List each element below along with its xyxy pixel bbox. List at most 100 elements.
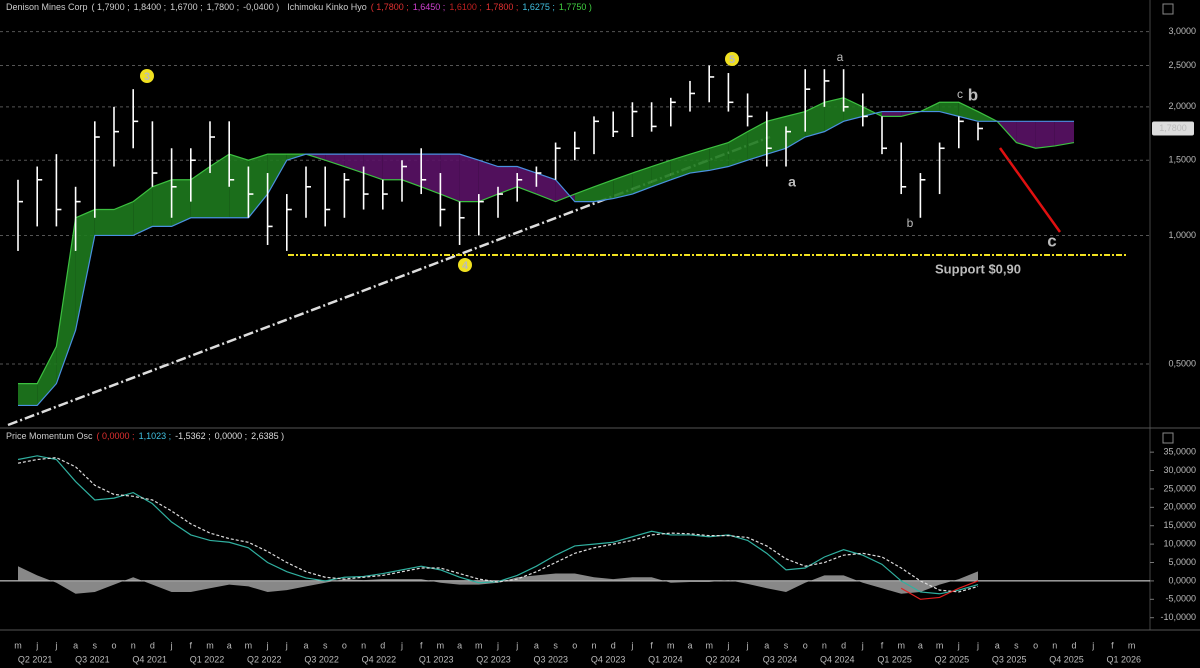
legend-value: ( 1,7800 ;: [371, 2, 409, 12]
x-quarter-label: Q4 2023: [591, 654, 626, 664]
legend-value: 1,7800 ;: [486, 2, 519, 12]
legend-value: ( 0,0000 ;: [97, 431, 135, 441]
legend-name: Ichimoku Kinko Hyo: [287, 2, 367, 12]
y-tick-label: 30,0000: [1163, 465, 1196, 475]
y-tick-label: 20,0000: [1163, 502, 1196, 512]
x-tick-label: j: [515, 640, 518, 650]
wave-marker: [458, 258, 472, 272]
legend-value: 1,7750 ): [559, 2, 592, 12]
x-tick-label: j: [1091, 640, 1094, 650]
x-quarter-label: Q4 2021: [132, 654, 167, 664]
legend-value: -1,5362 ;: [175, 431, 211, 441]
x-tick-label: n: [1052, 640, 1057, 650]
last-price-box: [1152, 121, 1194, 136]
cloud-segment: [882, 111, 902, 117]
legend: Denison Mines Corp ( 1,7900 ; 1,8400 ; 1,67…: [6, 2, 592, 12]
x-tick-label: a: [534, 640, 539, 650]
x-quarter-label: Q3 2022: [304, 654, 339, 664]
legend-value: 1,7800 ;: [207, 2, 240, 12]
y-tick-label: -5,0000: [1165, 594, 1196, 604]
x-tick-label: o: [1033, 640, 1038, 650]
x-tick-label: j: [266, 640, 269, 650]
wave-label: 5: [729, 54, 735, 66]
y-tick-label: 5,0000: [1168, 557, 1196, 567]
x-tick-label: f: [1111, 640, 1114, 650]
y-tick-label: 0,5000: [1168, 358, 1196, 368]
x-quarter-label: Q4 2022: [362, 654, 397, 664]
cloud-segment: [344, 154, 364, 174]
x-tick-label: a: [227, 640, 232, 650]
projection-line: [998, 147, 1062, 233]
cloud-segment: [1054, 121, 1074, 146]
x-quarter-label: Q2 2022: [247, 654, 282, 664]
x-quarter-label: Q3 2021: [75, 654, 110, 664]
legend-value: -0,0400 ): [243, 2, 279, 12]
cloud-segment: [690, 148, 710, 174]
x-tick-label: d: [150, 640, 155, 650]
x-quarter-label: Q3 2025: [992, 654, 1027, 664]
x-tick-label: j: [496, 640, 499, 650]
cloud-line: [18, 97, 1075, 385]
y-tick-label: 1,5000: [1168, 155, 1196, 165]
cloud-segment: [94, 209, 114, 236]
x-tick-label: j: [976, 640, 979, 650]
legend-value: 1,6100 ;: [449, 2, 482, 12]
support-label: Support $0,90: [935, 261, 1021, 276]
legend-name: Price Momentum Osc: [6, 431, 93, 441]
x-tick-label: m: [897, 640, 905, 650]
wave-label: a: [788, 174, 796, 190]
oscillator-line: [900, 580, 979, 600]
oscillator-line: [17, 455, 979, 595]
cloud-segment: [459, 154, 479, 202]
wave-marker: [725, 52, 739, 66]
wave-label: c: [1047, 231, 1056, 250]
cloud-segment: [574, 186, 594, 202]
x-tick-label: s: [93, 640, 98, 650]
x-tick-label: m: [475, 640, 483, 650]
x-tick-label: o: [803, 640, 808, 650]
cloud-segment: [536, 173, 556, 202]
cloud-segment: [440, 154, 460, 202]
x-tick-label: j: [54, 640, 57, 650]
x-tick-label: m: [705, 640, 713, 650]
panel-button[interactable]: [1162, 3, 1174, 15]
x-quarter-label: Q2 2024: [705, 654, 740, 664]
x-tick-label: d: [841, 640, 846, 650]
wave-label: b: [907, 216, 914, 230]
x-quarter-label: Q2 2023: [476, 654, 511, 664]
legend-value: 1,6450 ;: [413, 2, 446, 12]
x-quarter-label: Q3 2023: [534, 654, 569, 664]
x-tick-label: j: [630, 640, 633, 650]
wave-label: 3: [144, 71, 150, 83]
x-tick-label: m: [14, 640, 22, 650]
cloud-segment: [517, 166, 537, 195]
x-tick-label: n: [591, 640, 596, 650]
x-tick-label: a: [457, 640, 462, 650]
cloud-segment: [37, 346, 57, 406]
cloud-segment: [939, 102, 959, 117]
panel-button[interactable]: [1162, 432, 1174, 444]
x-quarter-label: Q4 2024: [820, 654, 855, 664]
cloud-segment: [958, 102, 978, 122]
cloud-segment: [651, 160, 671, 187]
x-quarter-label: Q3 2024: [763, 654, 798, 664]
x-tick-label: o: [111, 640, 116, 650]
cloud-segment: [18, 383, 38, 406]
cloud-line: [18, 110, 1074, 407]
x-tick-label: f: [881, 640, 884, 650]
x-tick-label: f: [650, 640, 653, 650]
x-tick-label: j: [957, 640, 960, 650]
x-quarter-label: Q1 2024: [648, 654, 683, 664]
x-tick-label: d: [1071, 640, 1076, 650]
legend: Price Momentum Osc ( 0,0000 ; 1,1023 ; -1,5…: [6, 431, 284, 441]
x-tick-label: m: [437, 640, 445, 650]
cloud-segment: [824, 97, 844, 132]
legend-value: 1,8400 ;: [134, 2, 167, 12]
x-tick-label: m: [1128, 640, 1136, 650]
cloud-segment: [267, 154, 287, 195]
x-quarter-label: Q1 2026: [1107, 654, 1142, 664]
legend-value: ( 1,7900 ;: [92, 2, 130, 12]
legend-name: Denison Mines Corp: [6, 2, 88, 12]
